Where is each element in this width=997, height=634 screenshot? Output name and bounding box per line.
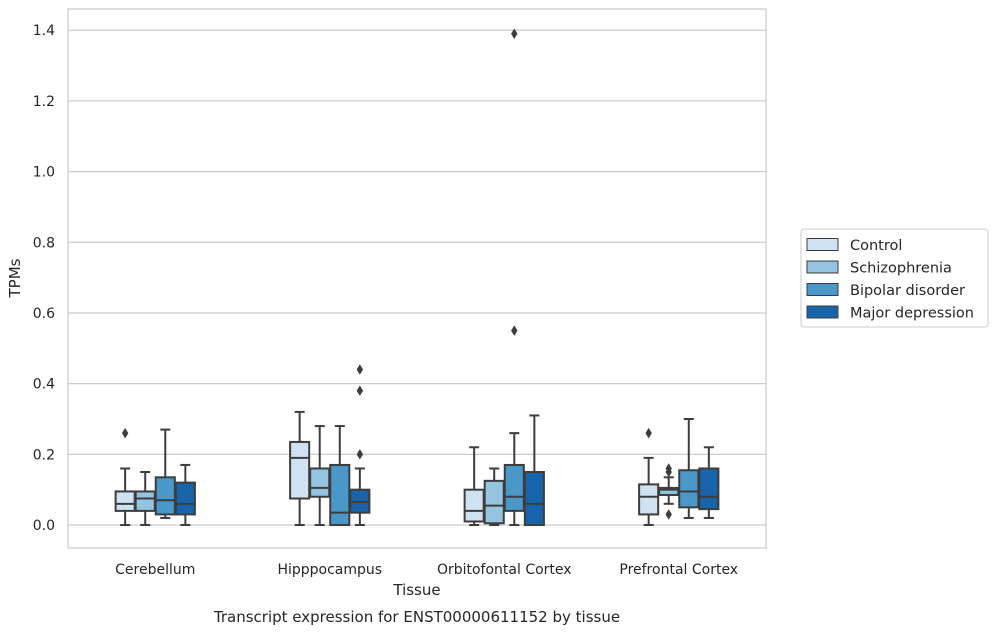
gridlines xyxy=(68,29,766,526)
outlier-point xyxy=(645,427,652,439)
legend-label: Bipolar disorder xyxy=(850,283,965,299)
box-major-depression xyxy=(523,414,545,527)
y-tick-label: 1.2 xyxy=(33,94,55,110)
iqr-box xyxy=(678,469,700,509)
iqr-box xyxy=(309,467,331,498)
box-major-depression xyxy=(698,446,720,519)
boxes xyxy=(114,28,720,527)
iqr-box xyxy=(329,463,351,527)
legend-label: Major depression xyxy=(850,306,974,322)
iqr-box xyxy=(154,476,176,516)
iqr-box xyxy=(289,440,311,500)
x-axis-label: Tissue xyxy=(392,581,440,599)
box-bipolar-disorder xyxy=(503,28,525,527)
legend-label: Schizophrenia xyxy=(850,261,952,277)
outlier-point xyxy=(356,364,364,375)
y-tick-label: 0.6 xyxy=(33,306,55,322)
box-control xyxy=(638,427,660,527)
box-bipolar-disorder xyxy=(678,417,700,519)
y-tick-label: 0.0 xyxy=(33,518,55,534)
x-tick-labels: Cerebellum Hipppocampus Orbitofontal Corte… xyxy=(115,562,738,578)
box-major-depression xyxy=(174,463,196,527)
iqr-box xyxy=(638,483,660,516)
chart-caption: Transcript expression for ENST0000061115… xyxy=(213,608,620,626)
outlier-point xyxy=(356,385,364,396)
iqr-box xyxy=(658,486,680,496)
y-axis-label: TPMs xyxy=(6,258,24,298)
box-major-depression xyxy=(349,364,371,527)
x-tick-label: Prefrontal Cortex xyxy=(619,562,738,578)
iqr-box xyxy=(698,467,720,511)
iqr-box xyxy=(134,490,156,512)
x-tick-label: Cerebellum xyxy=(115,562,195,578)
iqr-box xyxy=(483,479,505,525)
iqr-box xyxy=(503,463,525,512)
legend-swatch xyxy=(806,238,839,251)
legend-frame xyxy=(800,228,989,328)
y-tick-label: 0.2 xyxy=(33,447,55,463)
y-tick-label: 0.4 xyxy=(33,377,55,393)
legend-swatch xyxy=(806,260,839,274)
legend-swatch xyxy=(806,305,839,319)
box-bipolar-disorder xyxy=(154,428,176,519)
iqr-box xyxy=(523,471,545,527)
x-tick-label: Hipppocampus xyxy=(277,562,382,578)
outlier-point xyxy=(511,28,518,39)
box-schizophrenia xyxy=(483,467,505,527)
iqr-box xyxy=(174,481,196,516)
outlier-point xyxy=(121,427,129,439)
outlier-point xyxy=(665,509,672,520)
box-bipolar-disorder xyxy=(329,425,351,527)
box-control xyxy=(114,427,136,527)
iqr-box xyxy=(463,488,485,523)
plot-area-frame xyxy=(67,8,767,549)
y-tick-label: 0.8 xyxy=(33,235,55,251)
box-schizophrenia xyxy=(309,425,331,527)
y-tick-label: 1.0 xyxy=(33,165,55,181)
legend-swatch xyxy=(806,283,839,296)
outlier-point xyxy=(511,325,518,336)
iqr-box xyxy=(114,490,136,512)
box-control xyxy=(289,410,311,527)
y-tick-label: 1.4 xyxy=(33,23,55,39)
outlier-point xyxy=(665,466,672,478)
x-tick-label: Orbitofontal Cortex xyxy=(437,562,572,578)
box-schizophrenia xyxy=(658,463,680,520)
box-control xyxy=(463,446,485,527)
legend: Control Schizophrenia Bipolar disorder Majo… xyxy=(800,228,989,328)
y-tick-labels: 0.0 0.2 0.4 0.6 0.8 1.0 1.2 1.4 xyxy=(33,23,55,534)
legend-label: Control xyxy=(850,238,902,254)
box-schizophrenia xyxy=(134,471,156,527)
outlier-point xyxy=(356,449,364,460)
